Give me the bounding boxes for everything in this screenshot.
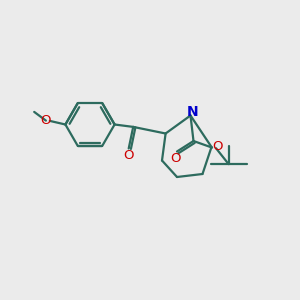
Text: N: N	[187, 105, 199, 119]
Text: O: O	[40, 114, 51, 127]
Text: O: O	[170, 152, 181, 165]
Text: O: O	[123, 148, 134, 162]
Text: O: O	[212, 140, 223, 153]
